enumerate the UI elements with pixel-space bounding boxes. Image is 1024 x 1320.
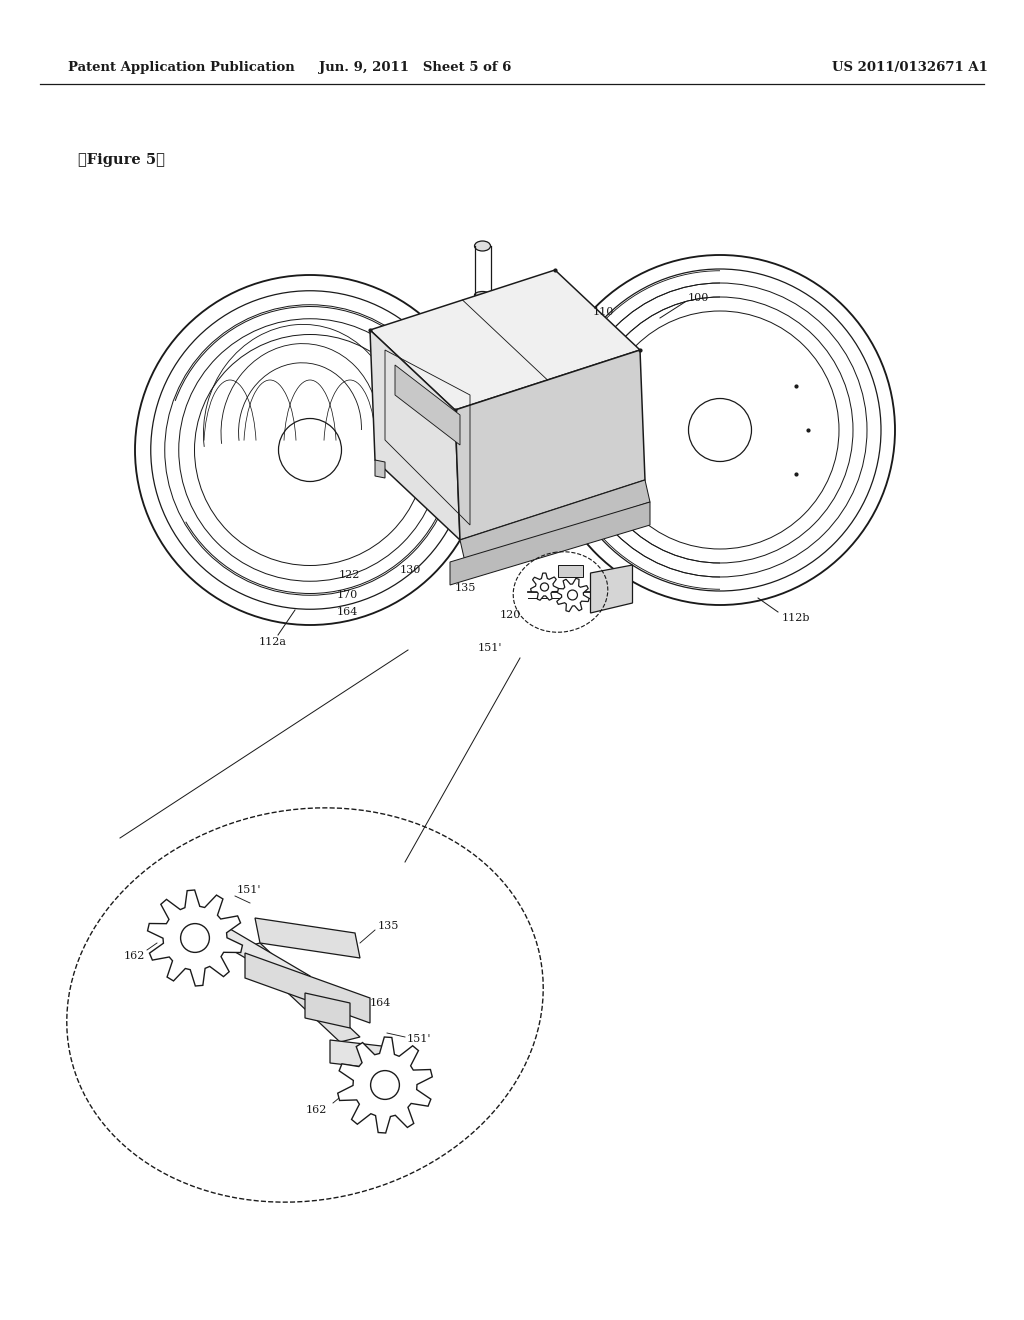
Text: 151': 151' [407,1034,431,1044]
Ellipse shape [67,808,543,1203]
Text: 130: 130 [400,565,421,576]
Polygon shape [245,953,370,1023]
Text: 120: 120 [500,610,521,620]
Polygon shape [556,578,589,611]
Text: US 2011/0132671 A1: US 2011/0132671 A1 [833,62,988,74]
Text: 151': 151' [478,643,502,653]
Text: 164: 164 [337,607,358,616]
Text: 162: 162 [305,1105,327,1115]
Polygon shape [240,942,360,1041]
Polygon shape [225,927,310,997]
Text: 135: 135 [455,583,476,593]
Polygon shape [395,366,460,445]
Ellipse shape [474,292,490,298]
Polygon shape [305,993,350,1028]
Circle shape [180,924,209,953]
Circle shape [377,1077,393,1093]
Text: Jun. 9, 2011   Sheet 5 of 6: Jun. 9, 2011 Sheet 5 of 6 [318,62,511,74]
Polygon shape [370,271,640,411]
Polygon shape [450,502,650,585]
Polygon shape [557,565,583,577]
Text: Patent Application Publication: Patent Application Publication [68,62,295,74]
Polygon shape [455,350,645,540]
Polygon shape [147,890,243,986]
Text: 170: 170 [337,590,358,601]
Text: 【Figure 5】: 【Figure 5】 [78,153,165,168]
Circle shape [567,590,578,601]
Text: 151': 151' [237,884,261,895]
Polygon shape [338,1038,432,1133]
Text: 122: 122 [339,570,360,579]
Polygon shape [530,573,558,601]
Ellipse shape [474,242,490,251]
Polygon shape [460,480,650,562]
Text: 164: 164 [370,998,391,1008]
Polygon shape [375,459,385,478]
Polygon shape [330,1040,390,1071]
Polygon shape [255,917,360,958]
Circle shape [187,931,203,946]
Text: 162: 162 [124,950,145,961]
Circle shape [541,583,549,591]
Polygon shape [591,565,633,612]
Text: 100: 100 [688,293,710,304]
Text: 110: 110 [593,308,614,317]
Text: 112b: 112b [782,612,811,623]
Text: 135: 135 [378,921,399,931]
Circle shape [371,1071,399,1100]
Text: 112a: 112a [259,638,287,647]
Polygon shape [370,330,460,540]
